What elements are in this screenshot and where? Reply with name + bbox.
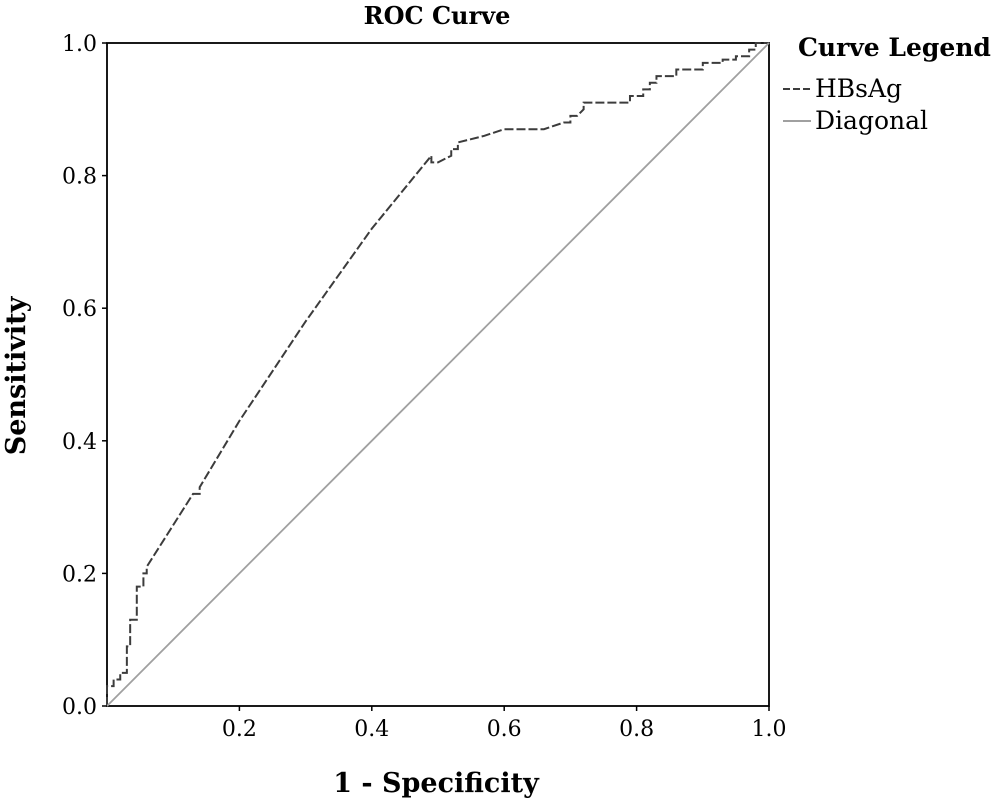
x-axis-ticks: 0.2 0.4 0.6 0.8 1.0 — [222, 706, 787, 742]
series-line-hbsag — [106, 42, 769, 706]
x-tick-label: 0.8 — [619, 717, 654, 742]
y-axis-ticks: 0.0 0.2 0.4 0.6 0.8 1.0 — [62, 32, 107, 720]
y-tick-label: 0.6 — [62, 297, 97, 322]
legend-title: Curve Legend — [798, 33, 991, 62]
y-tick-label: 0.0 — [62, 695, 97, 720]
y-tick-label: 0.8 — [62, 165, 97, 190]
legend-label-diagonal: Diagonal — [815, 106, 928, 135]
y-tick-label: 1.0 — [62, 32, 97, 57]
legend-label-hbsag: HBsAg — [815, 74, 902, 103]
y-axis-title: Sensitivity — [1, 295, 32, 455]
legend: Curve Legend HBsAg Diagonal — [783, 33, 991, 135]
x-tick-label: 0.6 — [487, 717, 522, 742]
y-tick-label: 0.4 — [62, 430, 97, 455]
series-line-diagonal — [106, 42, 770, 707]
x-tick-label: 1.0 — [752, 717, 787, 742]
y-tick-label: 0.2 — [62, 562, 97, 587]
x-axis-title: 1 - Specificity — [333, 768, 540, 799]
plot-area — [106, 42, 770, 707]
series-layer — [106, 42, 770, 707]
x-tick-label: 0.4 — [354, 717, 389, 742]
x-tick-label: 0.2 — [222, 717, 257, 742]
chart-title: ROC Curve — [364, 1, 511, 30]
